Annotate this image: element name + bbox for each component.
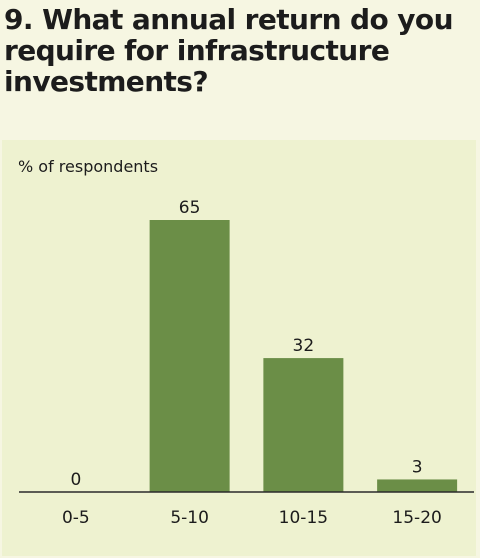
value-label-0-5: 0 [70,470,81,490]
chart-title: 9. What annual return do you require for… [4,3,454,98]
bar-chart: % of respondents 0 0-5 65 5-10 32 10-15 3 15-20 [18,157,474,528]
x-tick-label-10-15: 10-15 [279,508,328,528]
bar-5-10 [149,220,230,492]
value-label-10-15: 32 [293,336,315,356]
chart-panel: % of respondents 0 0-5 65 5-10 32 10-15 3 15-20 [2,140,476,556]
bar-10-15 [263,358,344,492]
value-label-15-20: 3 [412,457,423,477]
x-tick-label-15-20: 15-20 [392,508,441,528]
bars-layer: 0 0-5 65 5-10 32 10-15 3 15-20 [62,198,458,528]
value-label-5-10: 65 [179,198,201,218]
bar-15-20 [377,479,458,492]
x-tick-label-0-5: 0-5 [62,508,90,528]
y-axis-label: % of respondents [18,157,158,176]
x-tick-label-5-10: 5-10 [170,508,209,528]
